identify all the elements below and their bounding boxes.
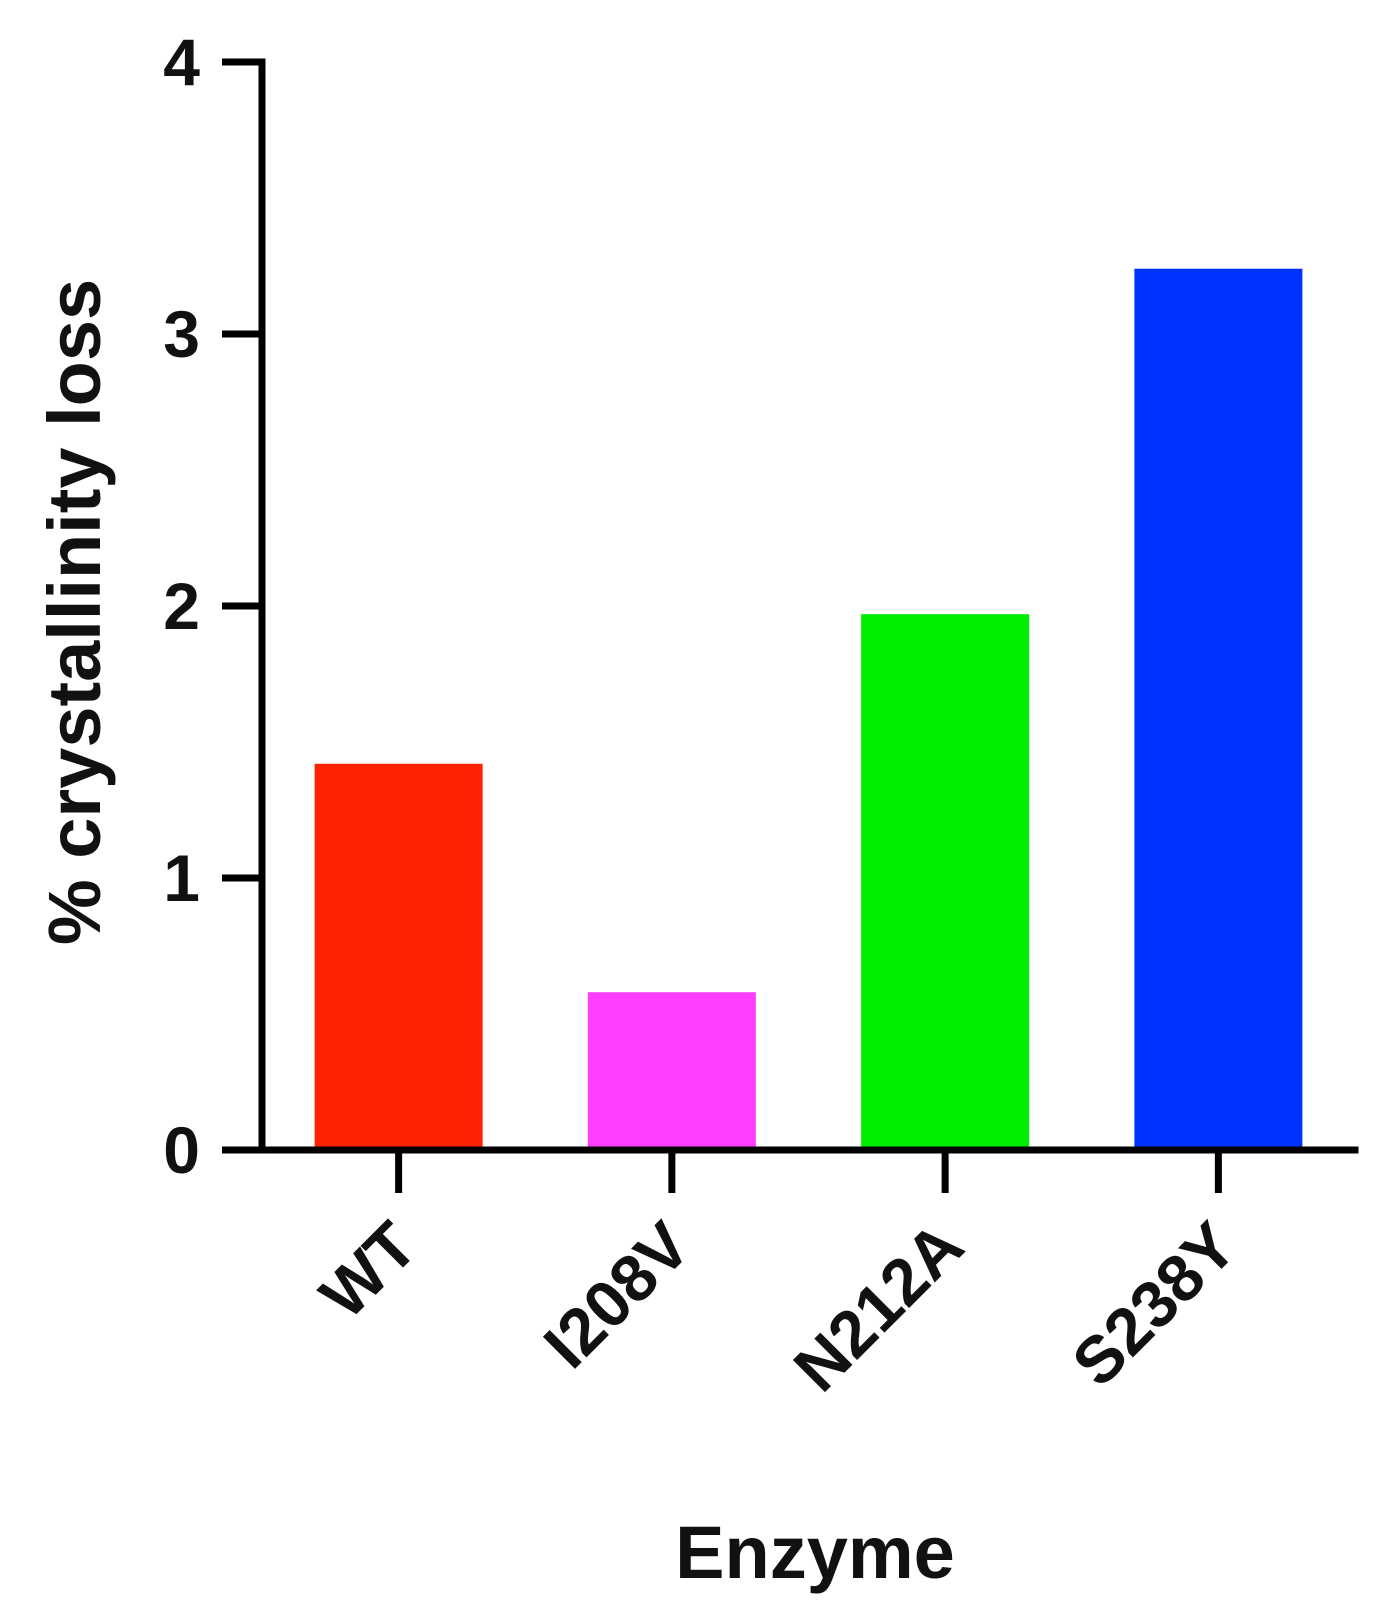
bar-s238y (1134, 268, 1303, 1151)
x-tick-label: I208V (529, 1208, 703, 1382)
bar-wt (314, 763, 483, 1150)
y-tick-label: 3 (163, 297, 200, 371)
y-tick-label: 4 (163, 25, 200, 99)
y-axis-title: % crystallinity loss (33, 279, 116, 945)
x-tick-label: WT (306, 1208, 431, 1333)
x-axis-title: Enzyme (675, 1511, 955, 1594)
x-tick-label: N212A (779, 1208, 977, 1406)
y-axis-ticks: 0 1 2 3 4 (163, 25, 262, 1187)
y-tick-label: 0 (163, 1113, 200, 1187)
y-tick-label: 2 (163, 569, 200, 643)
y-tick-label: 1 (163, 841, 200, 915)
bar-n212a (861, 614, 1030, 1150)
bar-i208v (587, 992, 756, 1150)
bars-group (314, 268, 1303, 1151)
x-tick-label: S238Y (1058, 1208, 1250, 1400)
x-axis-ticks: WT I208V N212A S238Y (306, 1150, 1250, 1406)
